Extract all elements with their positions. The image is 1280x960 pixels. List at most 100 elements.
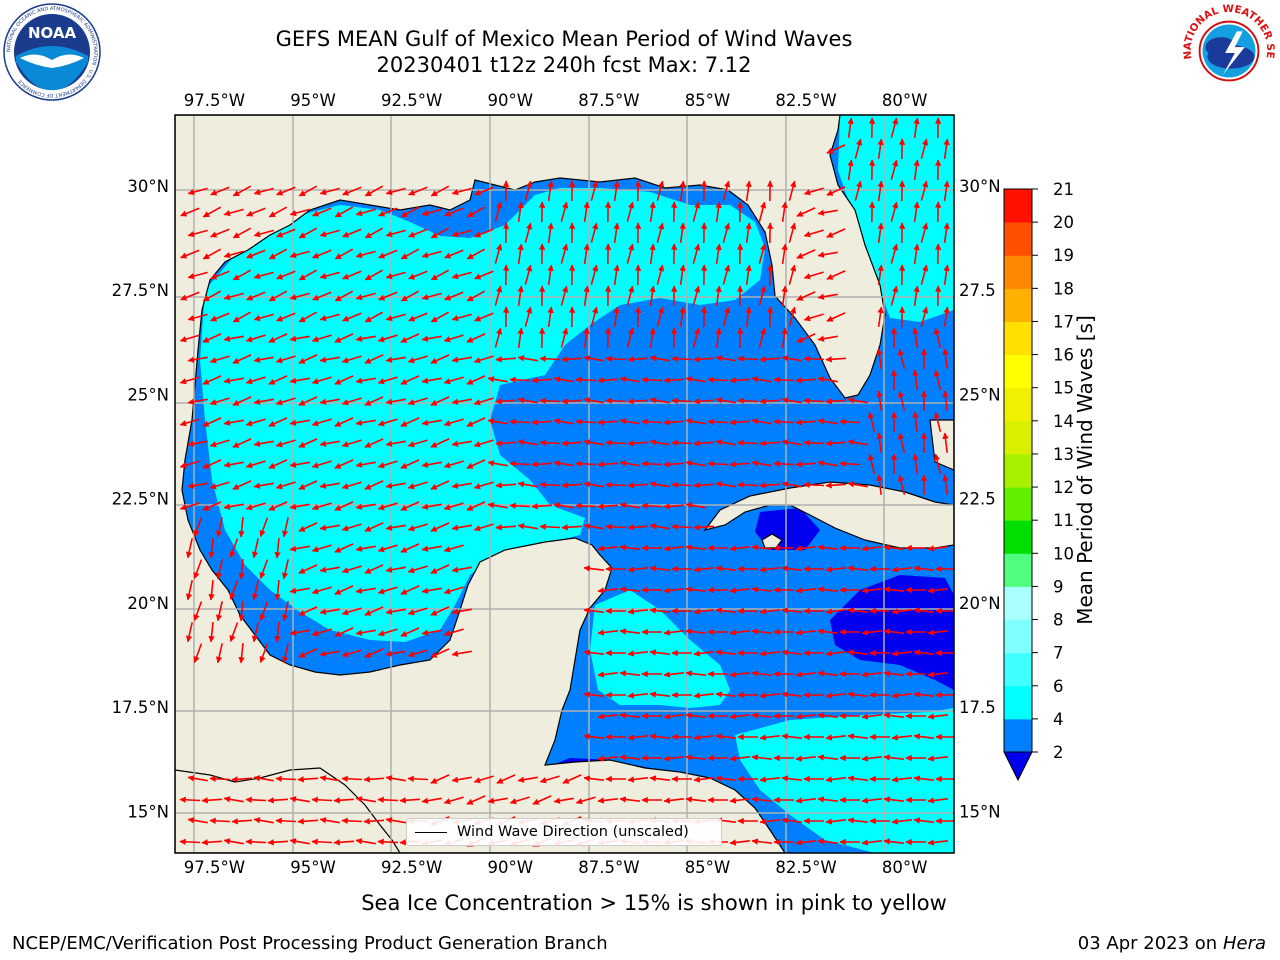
- lon-tick-label-top: 92.5°W: [381, 91, 442, 110]
- wave-direction-arrow: [377, 586, 398, 595]
- wave-direction-arrow: [627, 482, 649, 489]
- wave-direction-arrow: [590, 222, 599, 243]
- wave-direction-arrow: [364, 185, 384, 197]
- wave-direction-arrow: [377, 376, 398, 385]
- wave-direction-arrow: [847, 565, 868, 572]
- wave-direction-arrow: [883, 544, 904, 551]
- wave-direction-arrow: [890, 159, 899, 180]
- wave-direction-arrow: [245, 460, 266, 469]
- wave-direction-arrow: [729, 545, 750, 552]
- wave-direction-arrow: [663, 545, 684, 552]
- wave-direction-arrow: [378, 291, 398, 301]
- wave-direction-arrow: [796, 333, 816, 343]
- wave-direction-arrow: [817, 293, 838, 300]
- wave-direction-arrow: [180, 291, 200, 301]
- wave-direction-arrow: [407, 397, 428, 406]
- wave-direction-arrow: [817, 335, 838, 342]
- wave-direction-arrow: [583, 285, 590, 307]
- wave-direction-arrow: [333, 839, 355, 846]
- colorbar-segment: [1004, 652, 1032, 687]
- wave-direction-arrow: [208, 580, 215, 601]
- wave-direction-arrow: [451, 566, 472, 573]
- wave-direction-arrow: [613, 222, 620, 244]
- wave-direction-arrow: [539, 397, 561, 404]
- wave-direction-arrow: [693, 650, 714, 657]
- wave-direction-arrow: [649, 285, 656, 307]
- wave-direction-arrow: [355, 292, 376, 301]
- wave-direction-arrow: [927, 713, 948, 720]
- lon-tick-label-bottom: 85°W: [685, 858, 731, 877]
- wave-direction-arrow: [297, 776, 319, 783]
- wave-direction-arrow: [912, 369, 919, 390]
- wave-direction-arrow: [312, 207, 332, 217]
- wave-direction-arrow: [583, 565, 604, 572]
- wave-direction-arrow: [341, 439, 362, 448]
- wave-direction-arrow: [531, 503, 553, 510]
- colorbar-tick-label: 9: [1053, 577, 1064, 596]
- wave-direction-arrow: [517, 285, 524, 307]
- wave-direction-arrow: [466, 459, 486, 469]
- wave-direction-arrow: [942, 348, 949, 369]
- wave-direction-arrow: [679, 222, 686, 244]
- wave-direction-arrow: [693, 482, 715, 489]
- wave-direction-arrow: [649, 327, 656, 349]
- wave-direction-arrow: [883, 712, 904, 719]
- colorbar-tick-label: 8: [1053, 611, 1064, 630]
- wave-direction-arrow: [407, 649, 428, 658]
- wave-direction-arrow: [861, 587, 882, 594]
- wave-direction-arrow: [209, 817, 231, 824]
- wave-direction-arrow: [187, 356, 208, 363]
- wave-direction-arrow: [847, 817, 868, 824]
- lon-tick-label-bottom: 80°W: [882, 858, 928, 877]
- wave-direction-arrow: [759, 398, 781, 405]
- wave-direction-arrow: [663, 797, 684, 804]
- wave-direction-arrow: [773, 376, 795, 383]
- wave-direction-arrow: [729, 755, 750, 762]
- wave-direction-arrow: [364, 269, 384, 281]
- wave-direction-arrow: [795, 377, 817, 384]
- wave-direction-arrow: [209, 439, 230, 448]
- wave-direction-arrow: [400, 459, 420, 469]
- wave-direction-arrow: [685, 796, 706, 803]
- wave-direction-arrow: [532, 795, 552, 805]
- wave-direction-arrow: [430, 185, 450, 197]
- wave-direction-arrow: [355, 545, 376, 552]
- wave-direction-arrow: [877, 306, 884, 328]
- wave-direction-arrow: [597, 587, 618, 594]
- wave-direction-arrow: [202, 333, 222, 343]
- wave-direction-arrow: [466, 290, 486, 302]
- wave-direction-arrow: [663, 755, 684, 762]
- lat-tick-label-right: 20°N: [959, 594, 1001, 613]
- wave-direction-arrow: [627, 776, 648, 783]
- wave-direction-arrow: [421, 250, 442, 259]
- wave-direction-arrow: [342, 228, 362, 238]
- wave-direction-arrow: [268, 375, 288, 385]
- wave-direction-arrow: [268, 248, 288, 260]
- wave-direction-arrow: [627, 440, 649, 447]
- wave-direction-arrow: [421, 208, 442, 217]
- wave-direction-arrow: [825, 776, 846, 783]
- colorbar-segment: [1004, 718, 1032, 753]
- lat-tick-label-right: 25°N: [959, 385, 1001, 404]
- wave-direction-arrow: [920, 222, 929, 243]
- wave-direction-arrow: [253, 187, 274, 196]
- land-isla-juventud: [761, 533, 783, 549]
- wave-direction-arrow: [737, 397, 759, 404]
- wave-direction-arrow: [693, 566, 714, 573]
- colorbar-segment: [1004, 685, 1032, 720]
- colorbar-segment: [1004, 288, 1032, 322]
- wave-direction-arrow: [751, 670, 772, 677]
- wave-direction-arrow: [693, 524, 715, 531]
- wave-direction-arrow: [913, 243, 920, 265]
- wave-direction-arrow: [913, 201, 920, 223]
- wave-direction-arrow: [751, 460, 772, 467]
- wave-direction-arrow: [223, 292, 244, 301]
- wave-direction-arrow: [627, 566, 648, 573]
- wave-direction-arrow: [942, 390, 949, 411]
- wave-direction-arrow: [867, 411, 876, 432]
- colorbar-tick-label: 11: [1053, 511, 1074, 530]
- wave-direction-arrow: [641, 502, 663, 509]
- wave-direction-arrow: [826, 186, 846, 196]
- wave-direction-arrow: [715, 607, 736, 614]
- wave-direction-arrow: [466, 333, 486, 343]
